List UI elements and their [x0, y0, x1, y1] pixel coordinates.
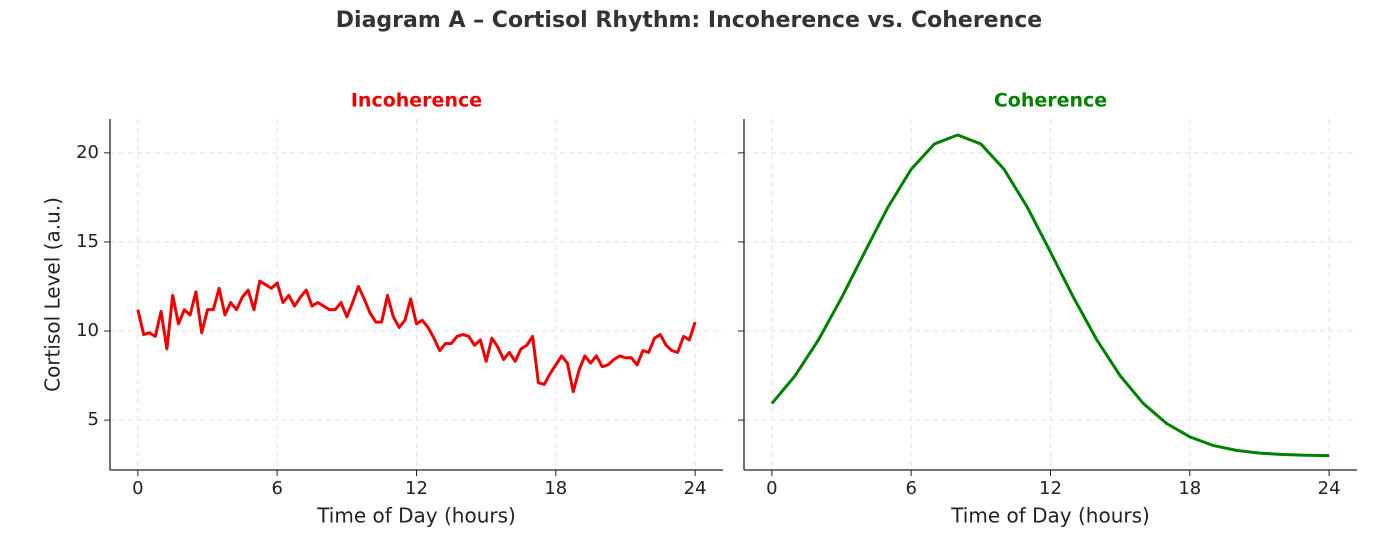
x-tick-label: 6 — [271, 478, 282, 499]
y-axis-label: Cortisol Level (a.u.) — [41, 197, 65, 392]
x-tick-label: 18 — [1178, 478, 1201, 499]
series-line — [136, 279, 697, 394]
y-tick-label: 5 — [88, 409, 99, 430]
subplot-title: Incoherence — [351, 90, 482, 112]
subplot-title: Coherence — [994, 90, 1107, 112]
y-tick-label: 10 — [76, 320, 99, 341]
x-tick-label: 6 — [905, 478, 916, 499]
series-line — [770, 133, 1330, 458]
x-tick-label: 12 — [1039, 478, 1062, 499]
y-tick-label: 20 — [76, 142, 99, 163]
y-tick-label: 15 — [76, 231, 99, 252]
x-tick-label: 12 — [405, 478, 428, 499]
x-tick-label: 24 — [1318, 478, 1341, 499]
x-tick-label: 18 — [544, 478, 567, 499]
figure-title: Diagram A – Cortisol Rhythm: Incoherence… — [336, 8, 1042, 33]
x-tick-label: 24 — [684, 478, 707, 499]
x-tick-label: 0 — [132, 478, 143, 499]
x-tick-label: 0 — [766, 478, 777, 499]
x-axis-label: Time of Day (hours) — [950, 504, 1150, 528]
x-axis-label: Time of Day (hours) — [316, 504, 516, 528]
